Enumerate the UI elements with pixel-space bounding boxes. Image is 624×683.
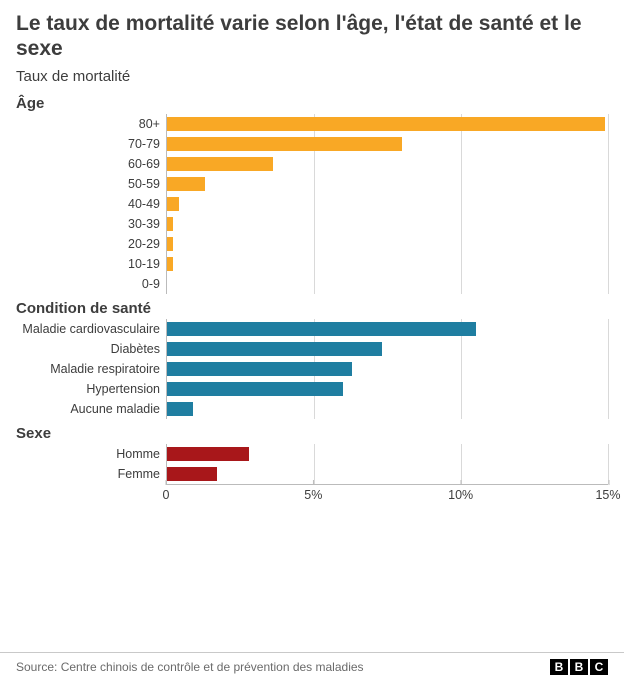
bar-row [167,234,608,254]
bar [167,402,193,416]
plot-area [166,114,608,294]
chart-title: Le taux de mortalité varie selon l'âge, … [16,12,608,62]
section-label: Sexe [16,425,608,442]
bar-row [167,319,608,339]
x-tick-label: 15% [595,485,620,502]
bar [167,157,273,171]
category-label: Hypertension [16,379,166,399]
bbc-logo: B B C [550,659,608,675]
category-label: Femme [16,464,166,484]
x-axis: 05%10%15% [166,484,608,506]
bbc-c: C [590,659,608,675]
category-label: Diabètes [16,339,166,359]
category-label: 70-79 [16,134,166,154]
bar-row [167,399,608,419]
bar-row [167,359,608,379]
section-label: Condition de santé [16,300,608,317]
gridline [608,444,609,484]
bar-row [167,274,608,294]
bar [167,382,343,396]
bar [167,467,217,481]
bar-chart: HommeFemme [16,444,608,484]
category-label: 10-19 [16,254,166,274]
bbc-b2: B [570,659,588,675]
category-label: 0-9 [16,274,166,294]
bar-row [167,174,608,194]
bbc-b1: B [550,659,568,675]
bar-row [167,134,608,154]
bar-chart: 80+70-7960-6950-5940-4930-3920-2910-190-… [16,114,608,294]
bar-row [167,214,608,234]
bar-row [167,154,608,174]
bar-row [167,339,608,359]
bar [167,257,173,271]
category-label: 50-59 [16,174,166,194]
gridline [608,114,609,294]
bar-row [167,464,608,484]
bar-row [167,194,608,214]
category-label: 60-69 [16,154,166,174]
bar [167,177,205,191]
source-text: Source: Centre chinois de contrôle et de… [16,660,364,674]
x-tick-label: 10% [448,485,473,502]
chart-sections: Âge 80+70-7960-6950-5940-4930-3920-2910-1… [16,95,608,506]
section-label: Âge [16,95,608,112]
bar [167,197,179,211]
category-label: 30-39 [16,214,166,234]
bar [167,137,402,151]
plot-area [166,319,608,419]
bar [167,322,476,336]
bar-chart: Maladie cardiovasculaireDiabètesMaladie … [16,319,608,419]
bar-row [167,254,608,274]
x-tick-label: 5% [304,485,322,502]
bar [167,117,605,131]
category-label: Homme [16,444,166,464]
footer: Source: Centre chinois de contrôle et de… [0,652,624,683]
category-label: 80+ [16,114,166,134]
bar [167,362,352,376]
bar [167,447,249,461]
plot-area [166,444,608,484]
category-label: Aucune maladie [16,399,166,419]
category-label: Maladie respiratoire [16,359,166,379]
chart-subtitle: Taux de mortalité [16,68,608,85]
bar-row [167,444,608,464]
gridline [608,319,609,419]
bar [167,342,382,356]
bar-row [167,379,608,399]
chart-container: Le taux de mortalité varie selon l'âge, … [0,0,624,506]
bar-row [167,114,608,134]
category-label: 20-29 [16,234,166,254]
x-tick-label: 0 [163,485,170,502]
category-label: Maladie cardiovasculaire [16,319,166,339]
bar [167,237,173,251]
category-label: 40-49 [16,194,166,214]
bar [167,217,173,231]
